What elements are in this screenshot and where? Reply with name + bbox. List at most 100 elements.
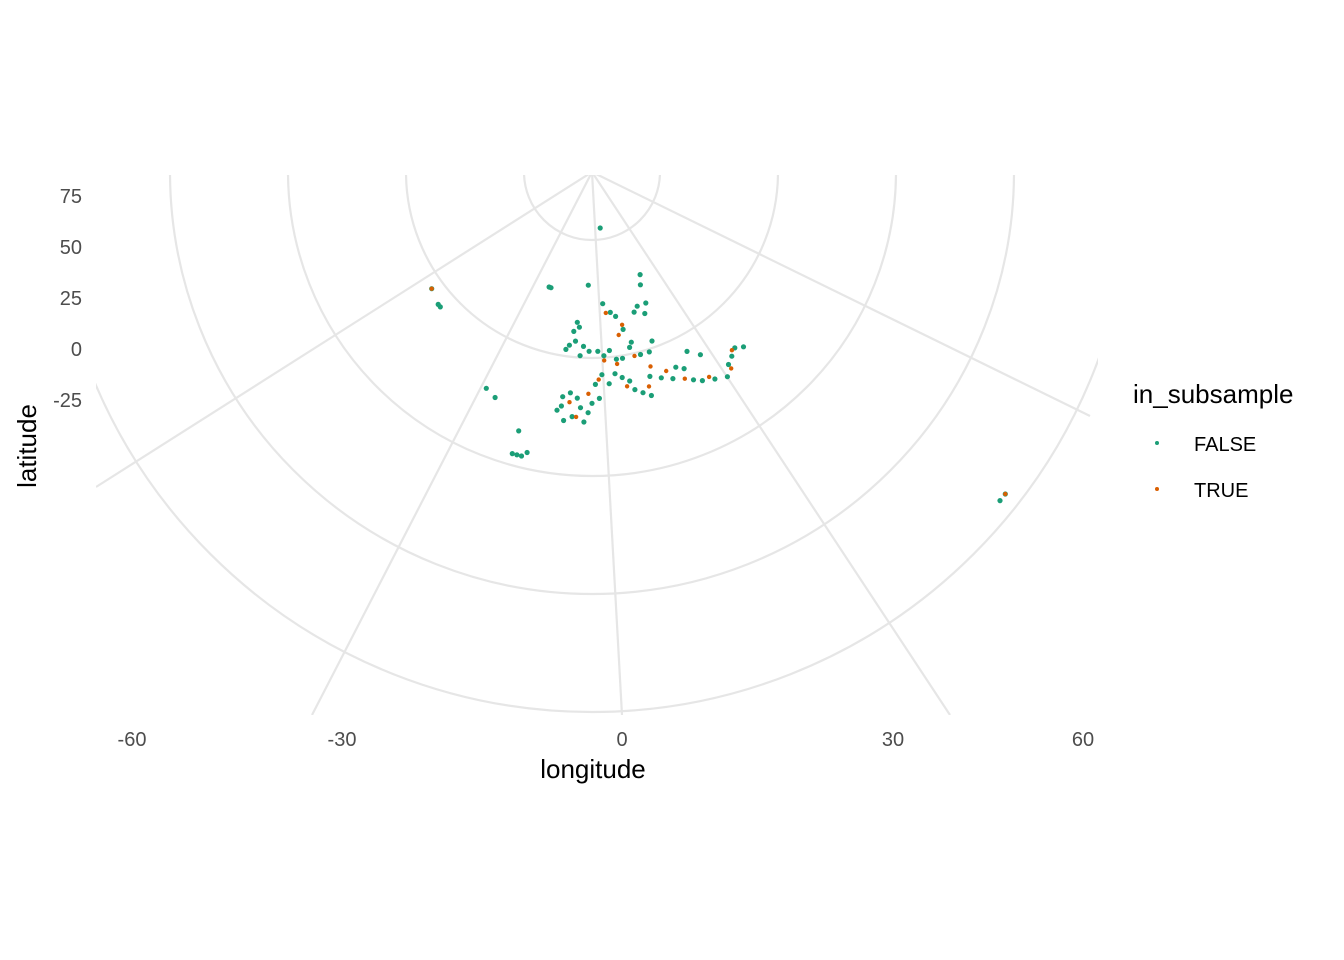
data-point-false xyxy=(729,353,735,359)
data-point-false xyxy=(681,366,687,372)
data-point-false xyxy=(554,407,560,413)
data-point-false xyxy=(637,272,643,278)
legend-label-false: FALSE xyxy=(1194,434,1256,456)
data-point-false xyxy=(580,343,587,349)
data-point-false xyxy=(560,394,566,400)
data-point-false xyxy=(574,395,580,401)
grid-circle-3 xyxy=(286,175,898,478)
data-point-false xyxy=(563,346,569,352)
data-point-false xyxy=(571,328,577,334)
data-point-false xyxy=(524,449,530,456)
data-point-false xyxy=(596,395,603,401)
data-point-false xyxy=(569,414,575,420)
data-point-true xyxy=(616,332,621,338)
grid-meridian-4 xyxy=(96,175,590,488)
data-point-false xyxy=(658,375,664,381)
data-point-false xyxy=(673,364,679,370)
x-tick-labels: -60 -30 0 30 60 xyxy=(118,729,1095,751)
data-point-false xyxy=(642,310,648,317)
y-tick-label: -25 xyxy=(53,390,82,412)
data-point-false xyxy=(600,301,606,307)
x-tick-label: 0 xyxy=(616,729,627,751)
data-point-false xyxy=(619,355,626,361)
grid-meridian-3 xyxy=(592,175,951,715)
data-point-true xyxy=(567,400,572,405)
data-point-false xyxy=(627,378,633,384)
data-point-false xyxy=(509,451,515,457)
data-point-true xyxy=(596,377,601,382)
data-point-false xyxy=(514,452,520,458)
grid-meridian-1 xyxy=(311,175,592,715)
data-point-true xyxy=(729,366,734,371)
data-point-false xyxy=(483,385,489,391)
x-tick-label: -60 xyxy=(118,729,147,751)
data-point-false xyxy=(640,390,646,396)
data-point-true xyxy=(729,348,735,353)
data-point-false xyxy=(577,353,583,359)
data-point-false xyxy=(492,394,498,401)
grid-circle-5 xyxy=(96,356,1098,713)
data-point-true xyxy=(624,384,630,389)
data-point-false xyxy=(586,348,592,354)
grid-circle-4 xyxy=(169,175,1015,595)
data-point-false xyxy=(712,376,718,382)
y-tick-label: 25 xyxy=(60,288,82,310)
data-point-false xyxy=(577,405,584,411)
data-point-false xyxy=(613,313,619,319)
data-point-false xyxy=(589,400,595,406)
y-tick-label: 75 xyxy=(60,186,82,208)
data-point-false xyxy=(648,392,655,399)
data-point-false xyxy=(574,319,580,325)
data-point-false xyxy=(585,410,591,416)
data-point-false xyxy=(561,417,567,424)
data-point-true xyxy=(602,358,607,363)
data-point-true xyxy=(646,384,652,389)
data-point-false xyxy=(637,282,644,288)
data-point-false xyxy=(592,381,599,387)
grid-meridian-5 xyxy=(595,175,1091,417)
y-tick-label: 50 xyxy=(60,237,82,259)
x-tick-label: 60 xyxy=(1072,729,1094,751)
data-point-false xyxy=(585,282,591,288)
y-tick-label: 0 xyxy=(71,339,82,361)
data-point-false xyxy=(620,326,626,332)
data-point-true xyxy=(619,322,625,327)
data-point-false xyxy=(740,344,747,350)
grid-circle-1 xyxy=(522,175,662,242)
data-point-false xyxy=(997,498,1003,504)
data-point-false xyxy=(606,381,612,387)
grid-circle-2 xyxy=(404,175,780,360)
legend-key-true xyxy=(1155,487,1159,491)
data-point-false xyxy=(690,377,697,383)
legend-title: in_subsample xyxy=(1133,379,1293,409)
x-axis-title: longitude xyxy=(540,754,646,784)
legend-key-false xyxy=(1155,441,1159,445)
data-point-false xyxy=(606,347,613,354)
data-point-false xyxy=(634,303,640,309)
grid-lines xyxy=(96,175,1098,715)
data-point-false xyxy=(612,371,618,377)
data-point-false xyxy=(637,351,644,358)
data-point-false xyxy=(619,374,625,381)
data-point-false xyxy=(595,348,601,354)
data-point-true xyxy=(648,364,653,369)
legend: in_subsample FALSE TRUE xyxy=(1133,379,1293,502)
data-point-false xyxy=(632,387,638,393)
data-point-true xyxy=(664,368,669,374)
data-point-true xyxy=(706,374,712,380)
data-point-false xyxy=(601,353,607,359)
data-point-false xyxy=(567,390,574,396)
data-point-false xyxy=(548,285,554,291)
data-point-true xyxy=(573,414,579,420)
data-point-false xyxy=(724,374,731,380)
data-point-true xyxy=(632,353,637,359)
data-point-true xyxy=(603,310,608,316)
data-point-false xyxy=(725,361,732,368)
x-tick-label: 30 xyxy=(882,729,904,751)
data-point-false xyxy=(518,453,525,459)
data-point-false xyxy=(670,376,676,382)
data-point-false xyxy=(572,338,579,344)
legend-label-true: TRUE xyxy=(1194,480,1248,502)
data-point-false xyxy=(599,372,605,378)
